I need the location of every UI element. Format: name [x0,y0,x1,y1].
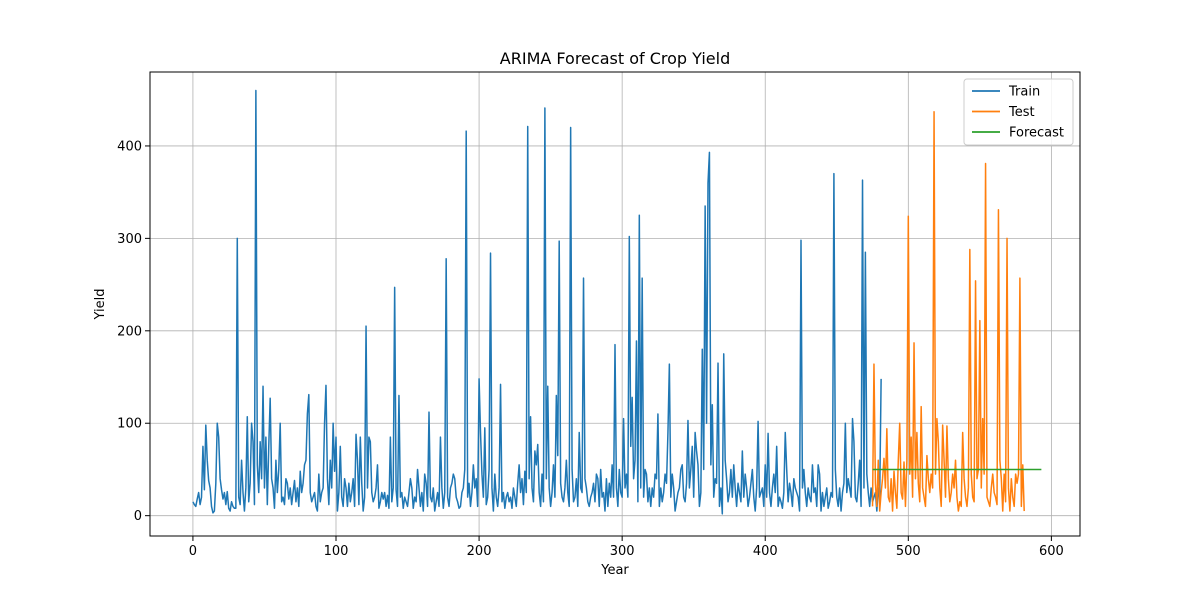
y-tick-label: 0 [134,509,142,524]
x-axis-label: Year [600,563,629,578]
y-tick-label: 400 [117,139,142,154]
chart-title: ARIMA Forecast of Crop Yield [500,49,730,68]
grid [150,72,1080,536]
ticks: 0 100 200 300 400 500 600 0 100 200 300 400 [117,139,1064,559]
x-tick-label: 400 [753,544,778,559]
y-tick-label: 200 [117,324,142,339]
x-tick-label: 500 [896,544,921,559]
legend-label-forecast: Forecast [1009,126,1064,141]
legend-label-train: Train [1008,85,1040,100]
x-tick-label: 200 [467,544,492,559]
y-tick-label: 300 [117,232,142,247]
series-line-train [192,89,882,515]
series-line-test [871,111,1025,512]
legend: Train Test Forecast [963,78,1074,146]
x-tick-label: 300 [610,544,635,559]
x-tick-label: 100 [324,544,349,559]
y-axis-label: Yield [93,289,108,321]
x-tick-label: 0 [189,544,197,559]
legend-box [963,78,1074,146]
y-tick-label: 100 [117,417,142,432]
legend-label-test: Test [1008,105,1035,120]
plot-area [192,89,1042,515]
x-tick-label: 600 [1039,544,1064,559]
axes-frame [149,71,1081,537]
